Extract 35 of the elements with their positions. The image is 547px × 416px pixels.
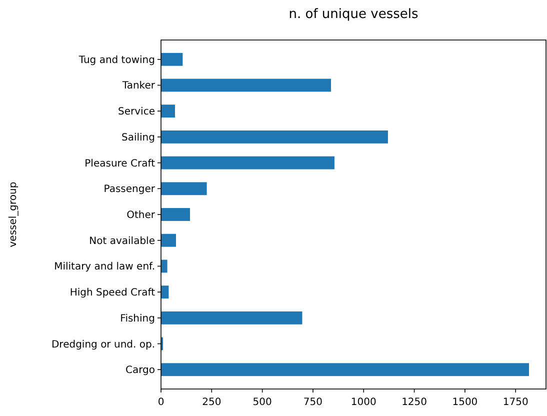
- x-tick-label: 0: [158, 397, 164, 408]
- bar: [161, 234, 176, 247]
- bar: [161, 311, 302, 324]
- x-tick-label: 750: [303, 397, 323, 408]
- y-tick-label: Service: [118, 106, 155, 118]
- y-tick-label: Fishing: [120, 313, 155, 324]
- y-tick-label: Other: [126, 210, 156, 221]
- bar: [161, 52, 183, 66]
- y-tick-label: Pleasure Craft: [84, 158, 156, 170]
- y-tick-label: Military and law enf.: [54, 262, 155, 273]
- chart-title: n. of unique vessels: [288, 7, 418, 22]
- y-tick-label: Tanker: [121, 80, 156, 92]
- y-tick-label: High Speed Craft: [70, 288, 156, 299]
- x-tick-label: 1750: [502, 397, 528, 408]
- y-axis-title: vessel_group: [8, 182, 19, 248]
- bar: [161, 260, 168, 273]
- y-tick-label: Tug and towing: [78, 54, 155, 66]
- bar: [161, 104, 175, 118]
- x-tick-label: 1000: [350, 397, 376, 408]
- y-tick-label: Passenger: [104, 184, 156, 196]
- y-tick-label: Sailing: [122, 132, 155, 144]
- bar: [161, 208, 190, 221]
- x-tick-label: 1500: [452, 397, 478, 408]
- bar: [161, 182, 207, 196]
- x-tick-label: 500: [252, 397, 272, 408]
- x-tick-label: 1250: [402, 397, 428, 408]
- y-tick-label: Not available: [89, 236, 155, 247]
- bar: [161, 78, 332, 92]
- bar: [161, 156, 334, 170]
- y-tick-label: Cargo: [125, 365, 155, 376]
- bar: [161, 130, 388, 144]
- bar: [161, 286, 169, 299]
- bar: [161, 363, 529, 376]
- x-tick-label: 250: [202, 397, 222, 408]
- y-tick-label: Dredging or und. op.: [51, 339, 155, 350]
